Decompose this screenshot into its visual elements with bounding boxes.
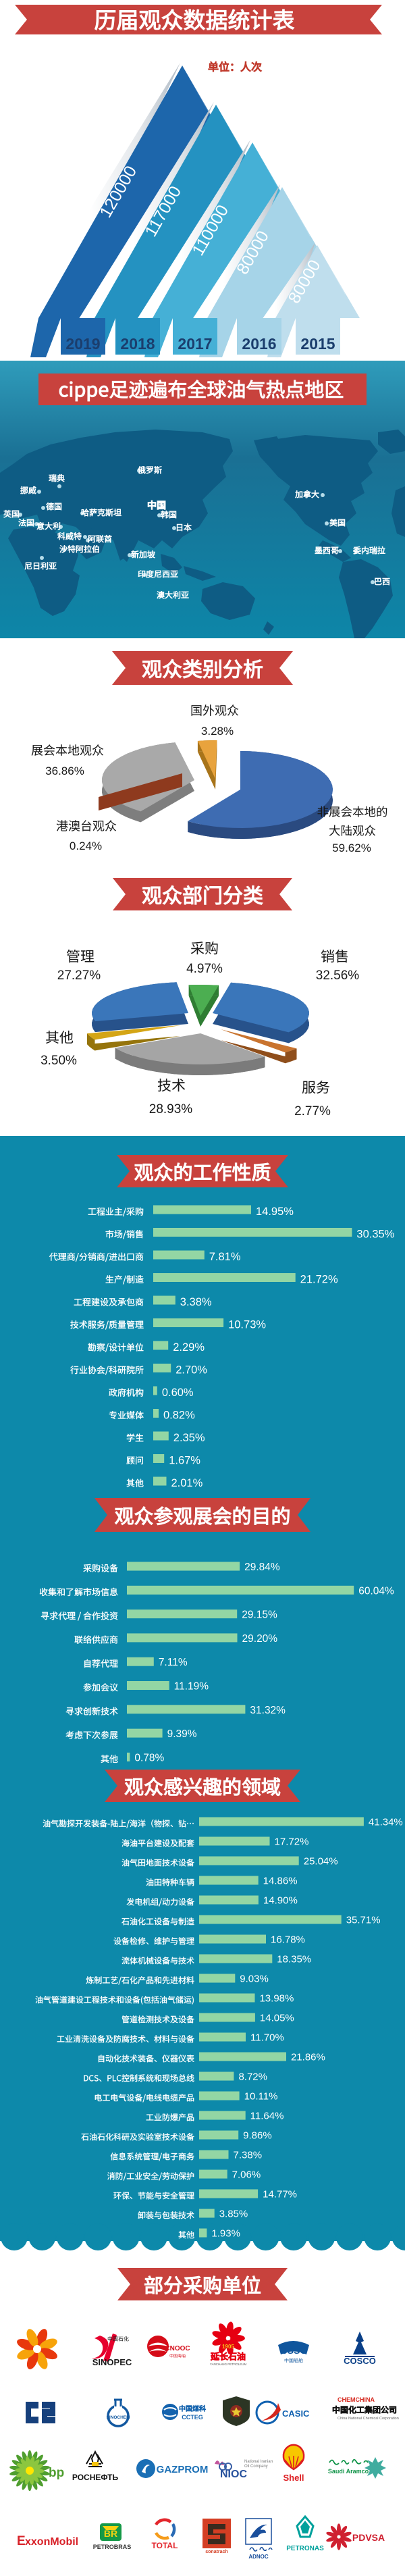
svg-text:3.28%: 3.28% — [201, 725, 234, 738]
svg-text:COSCO: COSCO — [344, 2356, 376, 2366]
svg-text:China National Chemical Corpor: China National Chemical Corporation — [338, 2417, 399, 2421]
svg-text:2.29%: 2.29% — [173, 1341, 205, 1354]
svg-text:9.03%: 9.03% — [240, 1974, 269, 1985]
svg-text:PETRONAS: PETRONAS — [286, 2545, 324, 2552]
svg-text:TOTAL: TOTAL — [152, 2541, 178, 2550]
svg-text:CCTEG: CCTEG — [182, 2414, 203, 2421]
svg-text:РОСНЕФТЬ: РОСНЕФТЬ — [72, 2473, 119, 2482]
svg-text:41.34%: 41.34% — [369, 1817, 403, 1828]
svg-text:2.77%: 2.77% — [294, 1104, 331, 1118]
svg-text:2016: 2016 — [242, 335, 276, 353]
svg-text:E: E — [17, 2534, 26, 2548]
svg-text:0.24%: 0.24% — [70, 840, 102, 852]
svg-text:9.86%: 9.86% — [243, 2130, 272, 2142]
svg-text:1.93%: 1.93% — [211, 2228, 240, 2240]
svg-text:10.11%: 10.11% — [244, 2091, 278, 2103]
svg-text:CHEMCHINA: CHEMCHINA — [338, 2396, 375, 2403]
svg-text:3.85%: 3.85% — [219, 2209, 248, 2220]
svg-text:36.86%: 36.86% — [45, 765, 84, 777]
svg-text:ADNOC: ADNOC — [248, 2554, 269, 2560]
svg-text:2018: 2018 — [120, 335, 155, 353]
svg-text:National Iranian: National Iranian — [244, 2460, 273, 2464]
svg-text:CASIC: CASIC — [282, 2408, 310, 2419]
svg-text:BR: BR — [104, 2528, 117, 2539]
svg-text:0.78%: 0.78% — [134, 1752, 164, 1763]
svg-text:2019: 2019 — [65, 335, 100, 353]
svg-text:2.01%: 2.01% — [171, 1477, 202, 1489]
svg-text:PETROBRAS: PETROBRAS — [93, 2544, 132, 2550]
svg-text:59.62%: 59.62% — [332, 842, 371, 854]
svg-text:2.35%: 2.35% — [173, 1432, 205, 1444]
svg-text:11.19%: 11.19% — [174, 1681, 209, 1693]
svg-text:0.82%: 0.82% — [163, 1410, 195, 1422]
svg-text:1905: 1905 — [222, 2344, 234, 2350]
svg-text:14.05%: 14.05% — [260, 2013, 294, 2024]
svg-text:7.81%: 7.81% — [209, 1251, 241, 1263]
svg-text:29.15%: 29.15% — [242, 1609, 277, 1621]
svg-text:Oil Company: Oil Company — [244, 2465, 268, 2469]
svg-text:16.78%: 16.78% — [271, 1934, 305, 1946]
svg-text:4.97%: 4.97% — [186, 962, 223, 976]
svg-text:0.60%: 0.60% — [162, 1387, 194, 1399]
svg-text:17.72%: 17.72% — [275, 1836, 309, 1848]
svg-text:30.35%: 30.35% — [356, 1229, 394, 1241]
svg-text:10.73%: 10.73% — [228, 1319, 266, 1331]
svg-text:25.04%: 25.04% — [304, 1856, 338, 1867]
svg-text:60.04%: 60.04% — [358, 1585, 394, 1597]
svg-text:8.72%: 8.72% — [238, 2071, 267, 2083]
svg-text:3.50%: 3.50% — [40, 1054, 77, 1068]
svg-text:Saudi Aramco: Saudi Aramco — [328, 2468, 369, 2475]
svg-text:14.86%: 14.86% — [263, 1876, 298, 1887]
svg-text:GAZPROM: GAZPROM — [157, 2464, 209, 2475]
svg-text:11.64%: 11.64% — [250, 2111, 284, 2122]
svg-text:2017: 2017 — [178, 335, 212, 353]
svg-text:9.39%: 9.39% — [167, 1728, 197, 1740]
svg-text:xxonMobil: xxonMobil — [25, 2536, 78, 2548]
svg-text:sonatrach: sonatrach — [205, 2550, 227, 2554]
svg-text:CSSC: CSSC — [281, 2345, 307, 2356]
svg-text:1.67%: 1.67% — [169, 1455, 200, 1467]
svg-text:29.84%: 29.84% — [244, 1562, 280, 1573]
svg-text:28.93%: 28.93% — [149, 1102, 193, 1116]
svg-text:2.70%: 2.70% — [176, 1364, 207, 1376]
svg-text:bp: bp — [49, 2466, 64, 2480]
svg-text:13.98%: 13.98% — [259, 1993, 294, 2005]
svg-text:SINOPEC: SINOPEC — [92, 2357, 132, 2367]
svg-text:Shell: Shell — [283, 2473, 304, 2483]
svg-text:SINOCHEM: SINOCHEM — [106, 2415, 130, 2420]
svg-text:PDVSA: PDVSA — [352, 2532, 385, 2543]
svg-text:14.95%: 14.95% — [256, 1206, 294, 1218]
svg-text:14.90%: 14.90% — [263, 1895, 298, 1907]
svg-text:NIOC: NIOC — [220, 2469, 247, 2480]
svg-text:7.06%: 7.06% — [232, 2169, 261, 2181]
svg-text:21.86%: 21.86% — [291, 2052, 325, 2063]
svg-text:YANCHANG PETROLEUM: YANCHANG PETROLEUM — [210, 2363, 247, 2366]
svg-text:31.32%: 31.32% — [250, 1705, 286, 1716]
svg-text:7.38%: 7.38% — [234, 2150, 263, 2161]
svg-text:CNOOC: CNOOC — [165, 2345, 190, 2352]
svg-text:3.38%: 3.38% — [180, 1296, 212, 1308]
svg-text:27.27%: 27.27% — [57, 969, 101, 983]
svg-text:11.70%: 11.70% — [250, 2032, 284, 2044]
svg-text:21.72%: 21.72% — [300, 1274, 338, 1286]
svg-text:32.56%: 32.56% — [316, 969, 360, 983]
svg-text:7.11%: 7.11% — [159, 1657, 188, 1668]
svg-text:14.77%: 14.77% — [263, 2189, 297, 2200]
svg-text:35.71%: 35.71% — [346, 1915, 381, 1926]
svg-text:2015: 2015 — [300, 335, 335, 353]
svg-text:29.20%: 29.20% — [242, 1633, 278, 1645]
svg-text:18.35%: 18.35% — [277, 1954, 311, 1965]
